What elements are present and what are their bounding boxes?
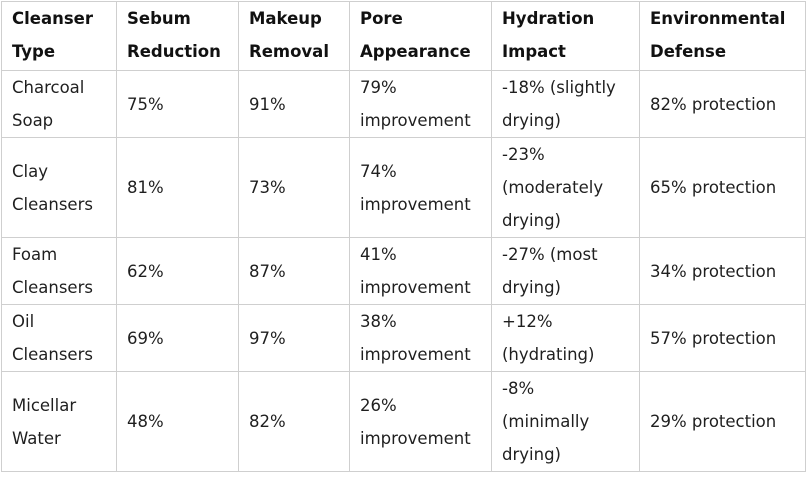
cell-makeup-removal: 73% [238, 137, 350, 238]
cell-makeup-removal: 82% [238, 371, 350, 472]
header-cleanser-type: Cleanser Type [1, 1, 117, 71]
cell-sebum-reduction: 81% [116, 137, 239, 238]
cell-hydration-impact: -18% (slightly drying) [491, 70, 640, 138]
header-sebum-reduction: Sebum Reduction [116, 1, 239, 71]
cell-pore-appearance: 38% improvement [349, 304, 492, 372]
table-row: Foam Cleansers 62% 87% 41% improvement -27… [1, 237, 806, 305]
table-row: Micellar Water 48% 82% 26% improvement -8%… [1, 371, 806, 472]
cell-pore-appearance: 41% improvement [349, 237, 492, 305]
header-environmental-defense: Environmental Defense [639, 1, 806, 71]
cell-hydration-impact: -27% (most drying) [491, 237, 640, 305]
table-row: Oil Cleansers 69% 97% 38% improvement +12%… [1, 304, 806, 372]
cell-pore-appearance: 79% improvement [349, 70, 492, 138]
cell-hydration-impact: -23% (moderately drying) [491, 137, 640, 238]
cell-hydration-impact: -8% (minimally drying) [491, 371, 640, 472]
cell-environmental-defense: 57% protection [639, 304, 806, 372]
cell-makeup-removal: 97% [238, 304, 350, 372]
cell-pore-appearance: 74% improvement [349, 137, 492, 238]
cell-sebum-reduction: 62% [116, 237, 239, 305]
cell-makeup-removal: 91% [238, 70, 350, 138]
cell-cleanser-type: Oil Cleansers [1, 304, 117, 372]
cell-cleanser-type: Micellar Water [1, 371, 117, 472]
cell-cleanser-type: Charcoal Soap [1, 70, 117, 138]
header-pore-appearance: Pore Appearance [349, 1, 492, 71]
cell-sebum-reduction: 69% [116, 304, 239, 372]
header-row: Cleanser Type Sebum Reduction Makeup Remova… [1, 1, 806, 71]
cell-pore-appearance: 26% improvement [349, 371, 492, 472]
cleanser-comparison-table: Cleanser Type Sebum Reduction Makeup Remova… [1, 1, 806, 472]
cell-sebum-reduction: 75% [116, 70, 239, 138]
cell-makeup-removal: 87% [238, 237, 350, 305]
header-makeup-removal: Makeup Removal [238, 1, 350, 71]
cell-environmental-defense: 29% protection [639, 371, 806, 472]
cell-environmental-defense: 82% protection [639, 70, 806, 138]
table-body: Charcoal Soap 75% 91% 79% improvement -18%… [1, 70, 806, 472]
cell-sebum-reduction: 48% [116, 371, 239, 472]
cell-cleanser-type: Clay Cleansers [1, 137, 117, 238]
table-row: Clay Cleansers 81% 73% 74% improvement -23… [1, 137, 806, 238]
header-hydration-impact: Hydration Impact [491, 1, 640, 71]
cell-environmental-defense: 34% protection [639, 237, 806, 305]
table-row: Charcoal Soap 75% 91% 79% improvement -18%… [1, 70, 806, 138]
cell-cleanser-type: Foam Cleansers [1, 237, 117, 305]
cell-hydration-impact: +12% (hydrating) [491, 304, 640, 372]
table-header: Cleanser Type Sebum Reduction Makeup Remova… [1, 1, 806, 71]
cell-environmental-defense: 65% protection [639, 137, 806, 238]
